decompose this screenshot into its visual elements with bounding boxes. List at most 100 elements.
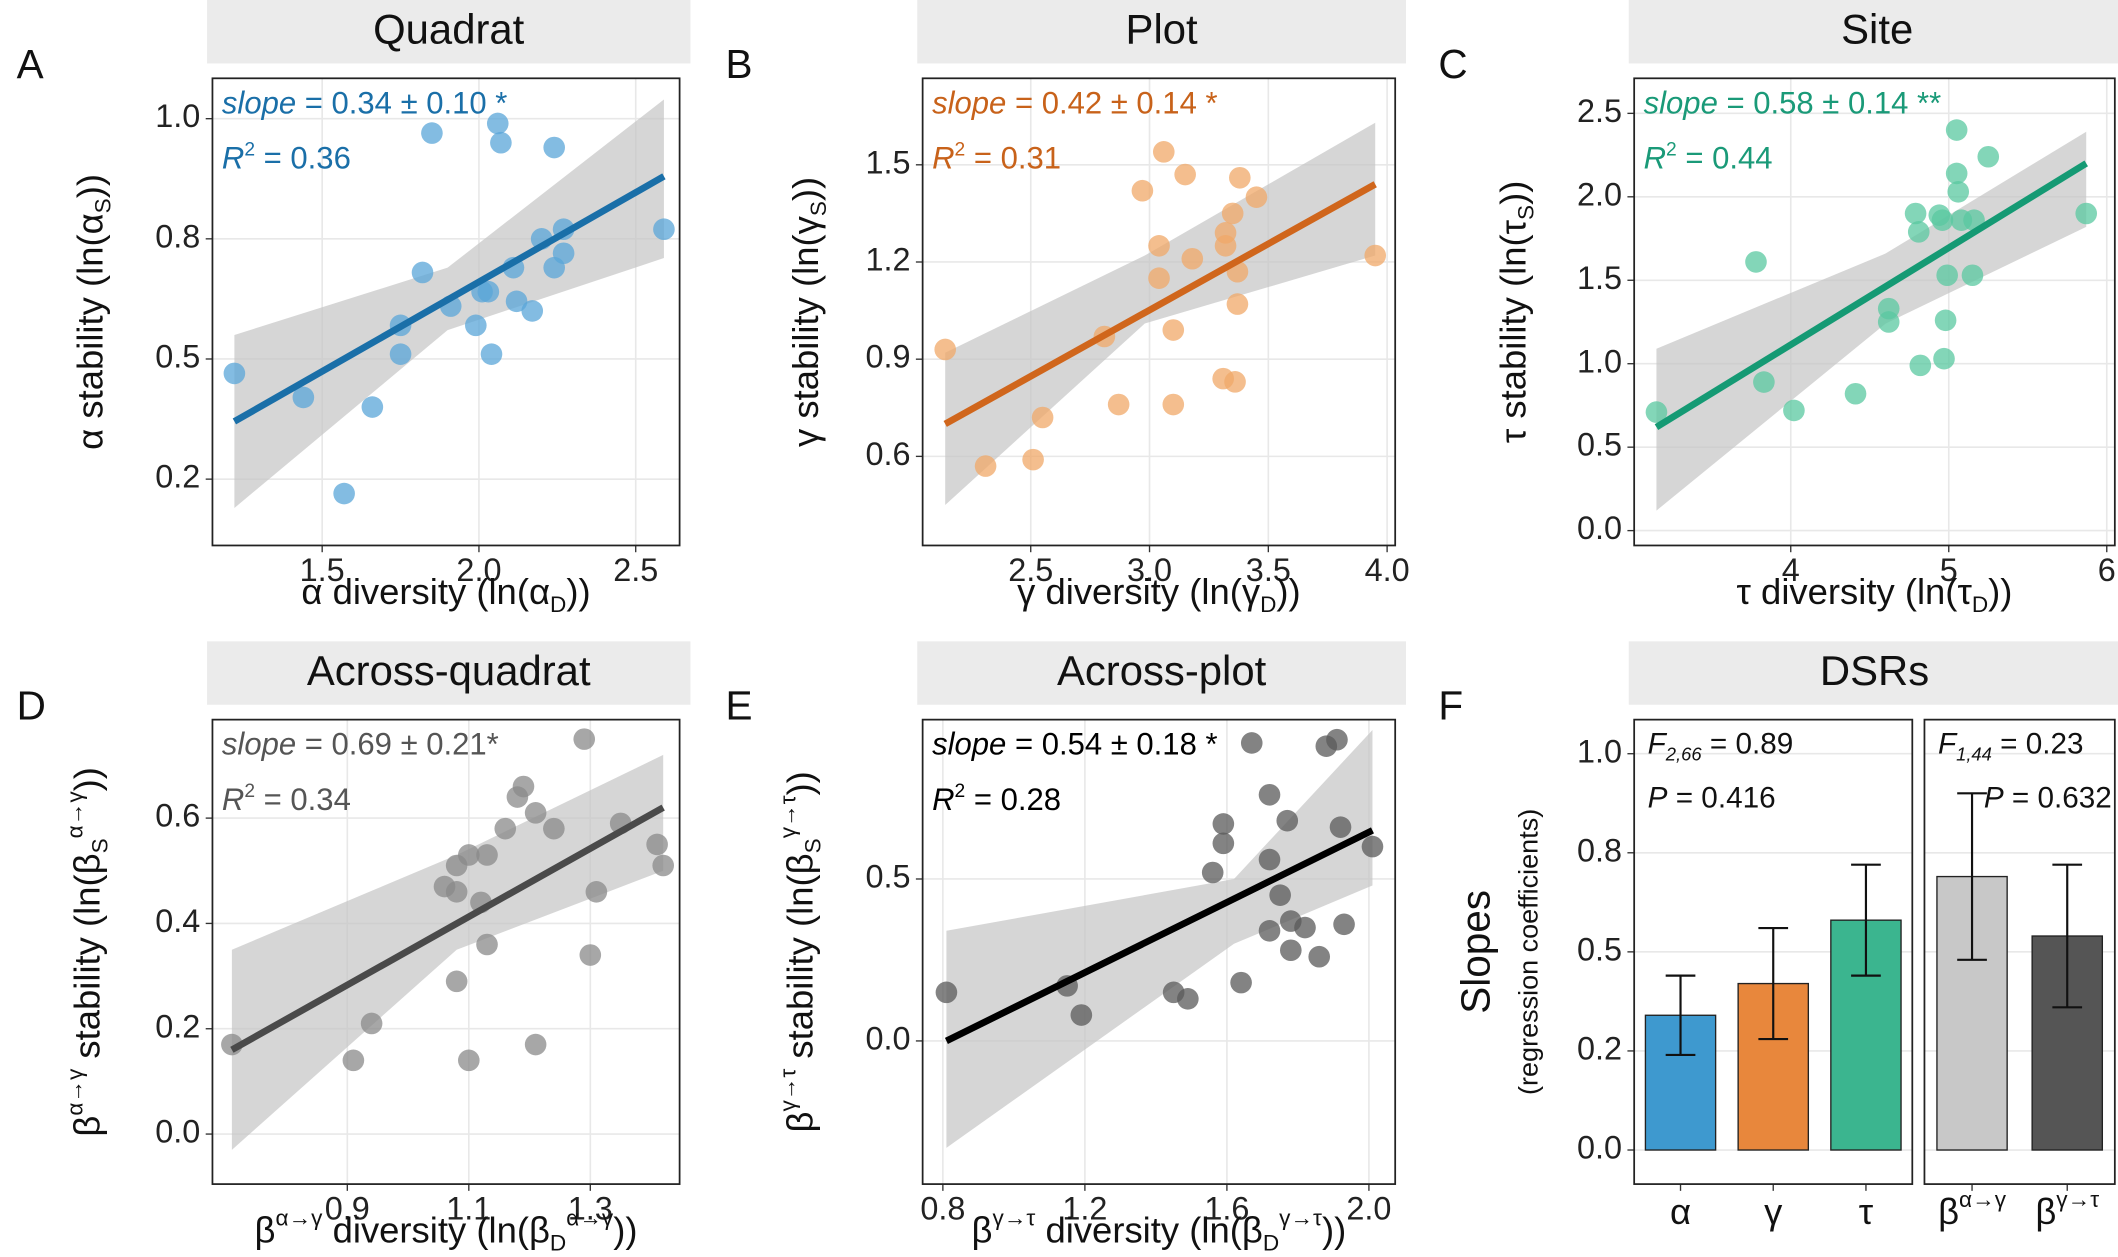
text-part: α→γ [566, 1206, 614, 1231]
y-tick-label: 0.6 [865, 436, 910, 472]
fit-line [232, 173, 666, 425]
x-tick-label: 0.9 [325, 1191, 370, 1227]
y-tick-label: 0.5 [1577, 931, 1622, 967]
x-axis-label: βα→γ diversity (ln(βDα→γ)) [255, 1206, 638, 1256]
point [1294, 916, 1316, 939]
text-part: 2 [244, 139, 255, 160]
x-axis-label: γ diversity (ln(γD)) [1017, 571, 1301, 618]
panel-title: Across-quadrat [307, 647, 591, 694]
point [1230, 971, 1252, 994]
panel-title: Plot [1126, 5, 1198, 52]
text-part: )) [613, 1209, 637, 1250]
point [1226, 293, 1249, 315]
text-part: 2 [244, 781, 255, 802]
point [585, 881, 608, 903]
y-tick-label: 0.0 [155, 1114, 200, 1150]
text-part: γ→τ [2056, 1187, 2099, 1212]
text-part: )) [66, 767, 107, 791]
point [1945, 162, 1968, 185]
x-tick-label: γ [1764, 1190, 1783, 1231]
x-tick-label: 2.5 [613, 552, 658, 588]
point [1162, 319, 1185, 341]
text-part: 2,66 [1665, 744, 1703, 765]
text-part: = 0.23 [1992, 727, 2084, 760]
y-tick-label: 0.0 [1577, 1130, 1622, 1166]
point [1907, 221, 1930, 243]
x-tick-label: 1.5 [300, 552, 345, 588]
text-part: )) [566, 571, 590, 612]
text-part: )) [784, 177, 825, 201]
point [1070, 1004, 1093, 1026]
y-tick-label: 1.2 [865, 242, 910, 278]
point [1308, 945, 1331, 968]
point [1174, 163, 1196, 186]
point [1269, 884, 1291, 906]
point [1258, 920, 1281, 942]
fit-line [943, 181, 1377, 427]
text-part: α stability [69, 287, 110, 450]
y-tick-label: 0.0 [1577, 510, 1622, 546]
point [494, 817, 517, 840]
point [1364, 244, 1387, 267]
annotation: R2 = 0.44 [1644, 139, 1773, 176]
point [458, 1049, 480, 1072]
point [1240, 732, 1263, 754]
point [1961, 264, 1984, 287]
point [1931, 209, 1954, 231]
text-part: slope [1644, 86, 1718, 121]
point [490, 131, 512, 154]
point [1936, 264, 1958, 287]
text-part: (ln(α [476, 571, 550, 612]
x-tick-label: βα→γ [1938, 1187, 2007, 1231]
annotation: R2 = 0.28 [932, 781, 1061, 818]
y-tick-label: 1.0 [1577, 343, 1622, 379]
y-axis-label: βα→γ stability (ln(βSα→γ)) [63, 767, 113, 1137]
text-part: R [932, 141, 954, 176]
point [652, 854, 675, 877]
point [1333, 913, 1355, 936]
text-part: )) [779, 771, 820, 795]
x-tick-label: βγ→τ [2035, 1187, 2099, 1231]
panel-title: Quadrat [373, 5, 525, 52]
point [476, 933, 498, 956]
point [543, 817, 565, 840]
x-axis-label: βγ→τ diversity (ln(βDγ→τ)) [972, 1206, 1347, 1256]
point [974, 455, 997, 477]
point [1177, 988, 1199, 1010]
text-part: (ln(γ [1189, 571, 1261, 612]
point [1745, 251, 1767, 273]
point [1162, 393, 1185, 416]
annotation: slope = 0.69 ± 0.21* [222, 727, 499, 762]
confidence-band [231, 754, 664, 1150]
annotation: R2 = 0.34 [222, 781, 351, 818]
point [579, 944, 602, 966]
point [646, 833, 668, 856]
text-part: R [932, 782, 954, 817]
point [543, 136, 565, 159]
text-part: 2 [1666, 139, 1677, 160]
point [421, 122, 443, 144]
y-tick-label: 0.5 [1577, 427, 1622, 463]
point [1280, 939, 1302, 962]
point [1326, 728, 1348, 751]
x-tick-label: 4 [1782, 552, 1800, 588]
point [653, 218, 675, 241]
text-part: = 0.69 ± 0.21* [296, 727, 499, 762]
y-tick-label: 0.9 [865, 339, 910, 375]
text-part: β [66, 1116, 107, 1137]
point [1945, 119, 1968, 141]
panel-letter: F [1438, 683, 1463, 729]
panel-letter: B [726, 41, 753, 87]
annotation: slope = 0.34 ± 0.10 * [222, 86, 507, 121]
fit-line [1654, 160, 2088, 431]
point [521, 300, 544, 322]
panel-letter: A [17, 41, 44, 87]
x-tick-label: 4.0 [1365, 552, 1410, 588]
point [1107, 393, 1130, 416]
text-part: γ diversity [1017, 571, 1189, 612]
point [1977, 145, 2000, 168]
facet-border [1923, 718, 2116, 1185]
point [2075, 202, 2098, 225]
